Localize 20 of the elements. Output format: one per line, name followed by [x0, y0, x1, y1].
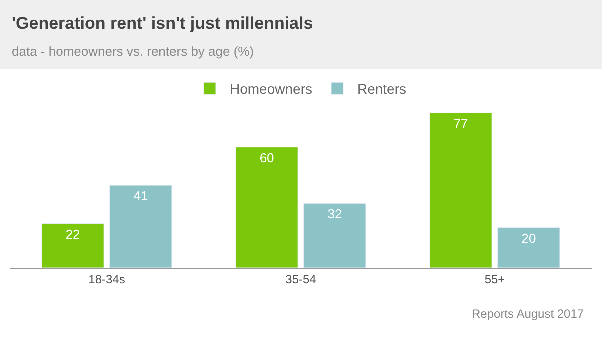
bar [304, 203, 366, 268]
x-tick-label: 35-54 [286, 272, 317, 286]
bar [236, 147, 298, 268]
data-label: 41 [134, 188, 148, 204]
bar [42, 224, 104, 268]
x-tick-label: 55+ [484, 272, 506, 286]
x-tick-label: 18-34s [88, 272, 126, 286]
bar [110, 185, 172, 268]
chart-title: 'Generation rent' isn't just millennials [12, 14, 314, 33]
bar [430, 112, 492, 268]
text: Reports August 2017 [472, 307, 584, 321]
data-label: 60 [260, 150, 274, 166]
bar [498, 228, 560, 268]
data-label: 77 [454, 116, 468, 132]
data-label: 20 [522, 230, 536, 246]
legend-label: Renters [357, 81, 407, 98]
data-label: 32 [328, 206, 342, 222]
legend-label: Homeowners [230, 81, 312, 98]
data-label: 22 [66, 226, 80, 242]
chart-subtitle: data - homeowners vs. renters by age (%) [12, 44, 254, 59]
